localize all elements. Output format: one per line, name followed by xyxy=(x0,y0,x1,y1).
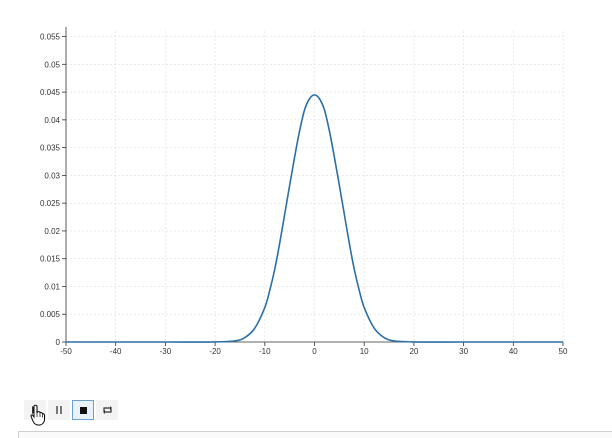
x-tick-label: -50 xyxy=(60,347,72,356)
loop-button[interactable] xyxy=(96,400,118,420)
y-tick-label: 0.02 xyxy=(44,227,60,236)
x-tick-label: 50 xyxy=(559,347,568,356)
grid xyxy=(65,31,564,343)
stop-icon xyxy=(79,406,87,414)
series-line xyxy=(65,94,563,343)
x-tick-label: 0 xyxy=(312,347,317,356)
x-tick-label: 30 xyxy=(459,347,468,356)
chart: -50 -40 -30 -20 -10 0 10 20 30 40 50 0 0.005 0.01 0.01… xyxy=(40,27,568,356)
y-tick-label: 0.015 xyxy=(40,255,61,264)
pause-button[interactable] xyxy=(48,400,70,420)
x-tick-label: -10 xyxy=(259,347,271,356)
y-tick-label: 0.05 xyxy=(44,60,60,69)
y-tick-label: 0.025 xyxy=(40,199,61,208)
y-tick-label: 0.045 xyxy=(40,88,61,97)
y-tick-label: 0.055 xyxy=(40,33,61,42)
x-tick-label: 10 xyxy=(360,347,369,356)
hand-cursor-icon xyxy=(30,404,45,426)
y-tick-label: 0.035 xyxy=(40,144,61,153)
y-tick-label: 0.005 xyxy=(40,310,61,319)
pause-icon xyxy=(56,406,62,414)
y-tick-label: 0.03 xyxy=(44,171,60,180)
y-tick-label: 0 xyxy=(56,338,61,347)
y-tick-label: 0.01 xyxy=(44,282,60,291)
x-tick-label: -40 xyxy=(110,347,122,356)
stop-button[interactable] xyxy=(72,400,94,420)
x-tick-label: -20 xyxy=(209,347,221,356)
x-tick-label: -30 xyxy=(160,347,172,356)
x-tick-label: 40 xyxy=(509,347,518,356)
x-tick-label: 20 xyxy=(409,347,418,356)
y-tick-label: 0.04 xyxy=(44,116,60,125)
loop-icon xyxy=(102,406,112,414)
series-layer xyxy=(65,94,563,343)
bottom-panel-edge xyxy=(18,431,612,438)
ticks: -50 -40 -30 -20 -10 0 10 20 30 40 50 0 0.005 0.01 0.01… xyxy=(40,33,568,356)
